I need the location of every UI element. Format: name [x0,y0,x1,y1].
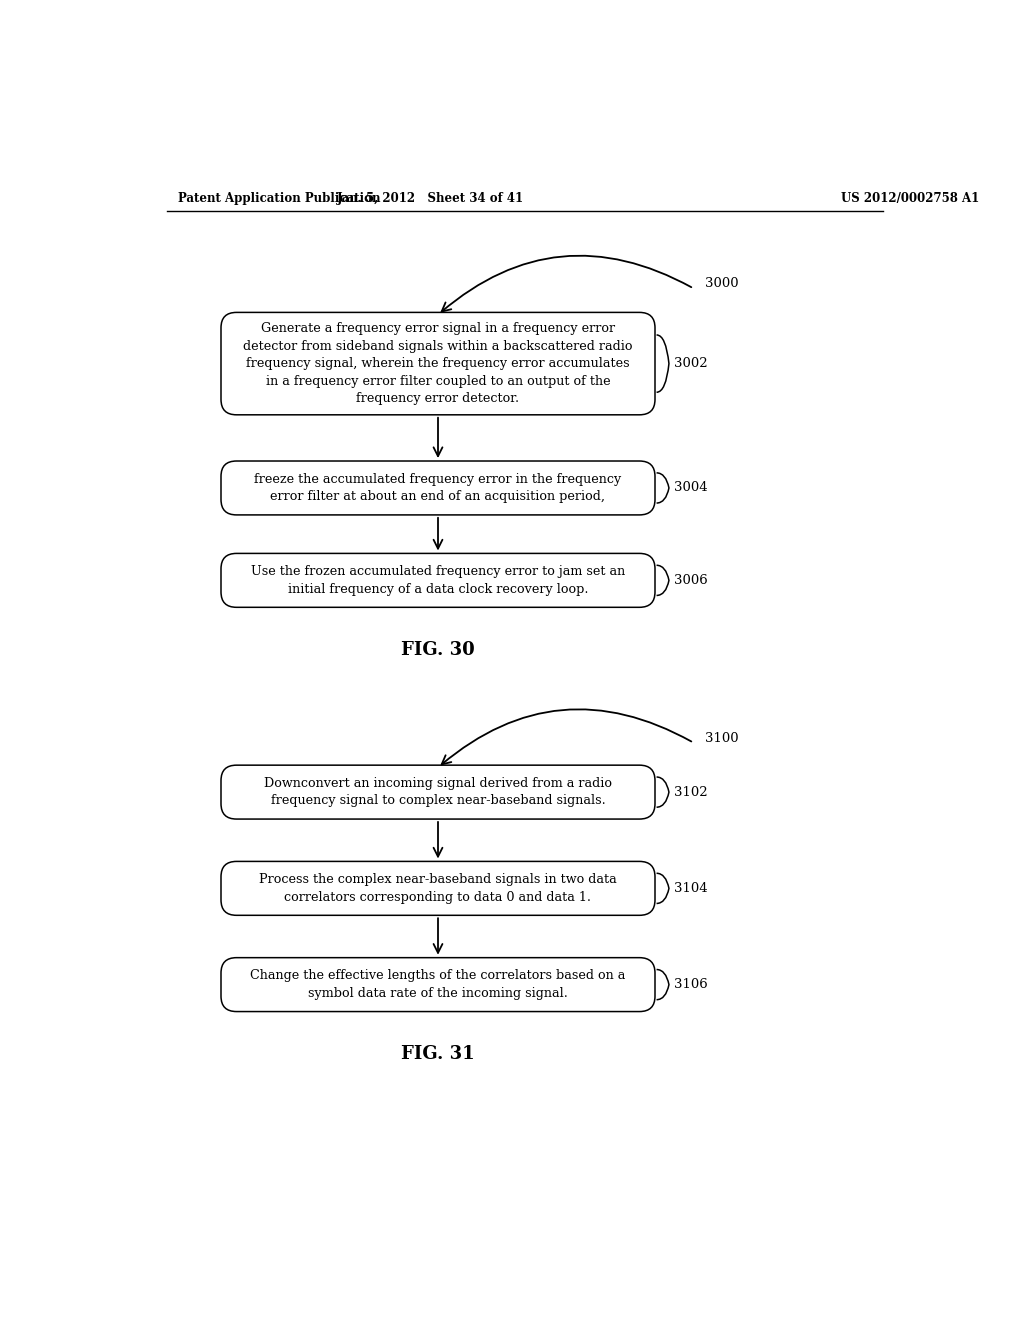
Text: 3000: 3000 [706,277,739,290]
Text: Jan. 5, 2012   Sheet 34 of 41: Jan. 5, 2012 Sheet 34 of 41 [337,191,524,205]
Text: Downconvert an incoming signal derived from a radio
frequency signal to complex : Downconvert an incoming signal derived f… [264,777,612,808]
Text: Process the complex near-baseband signals in two data
correlators corresponding : Process the complex near-baseband signal… [259,873,616,904]
FancyBboxPatch shape [221,313,655,414]
Text: 3102: 3102 [674,785,708,799]
Text: 3004: 3004 [674,482,708,495]
Text: FIG. 31: FIG. 31 [401,1045,475,1063]
Text: Patent Application Publication: Patent Application Publication [178,191,381,205]
Text: 3100: 3100 [706,731,739,744]
Text: Change the effective lengths of the correlators based on a
symbol data rate of t: Change the effective lengths of the corr… [250,969,626,999]
FancyBboxPatch shape [221,958,655,1011]
Text: FIG. 30: FIG. 30 [401,640,475,659]
FancyBboxPatch shape [221,766,655,818]
Text: Use the frozen accumulated frequency error to jam set an
initial frequency of a : Use the frozen accumulated frequency err… [251,565,625,595]
Text: US 2012/0002758 A1: US 2012/0002758 A1 [841,191,979,205]
Text: Generate a frequency error signal in a frequency error
detector from sideband si: Generate a frequency error signal in a f… [244,322,633,405]
FancyBboxPatch shape [221,553,655,607]
FancyBboxPatch shape [221,862,655,915]
Text: 3002: 3002 [674,358,708,370]
Text: 3104: 3104 [674,882,708,895]
Text: 3106: 3106 [674,978,708,991]
Text: freeze the accumulated frequency error in the frequency
error filter at about an: freeze the accumulated frequency error i… [254,473,622,503]
FancyBboxPatch shape [221,461,655,515]
Text: 3006: 3006 [674,574,708,587]
